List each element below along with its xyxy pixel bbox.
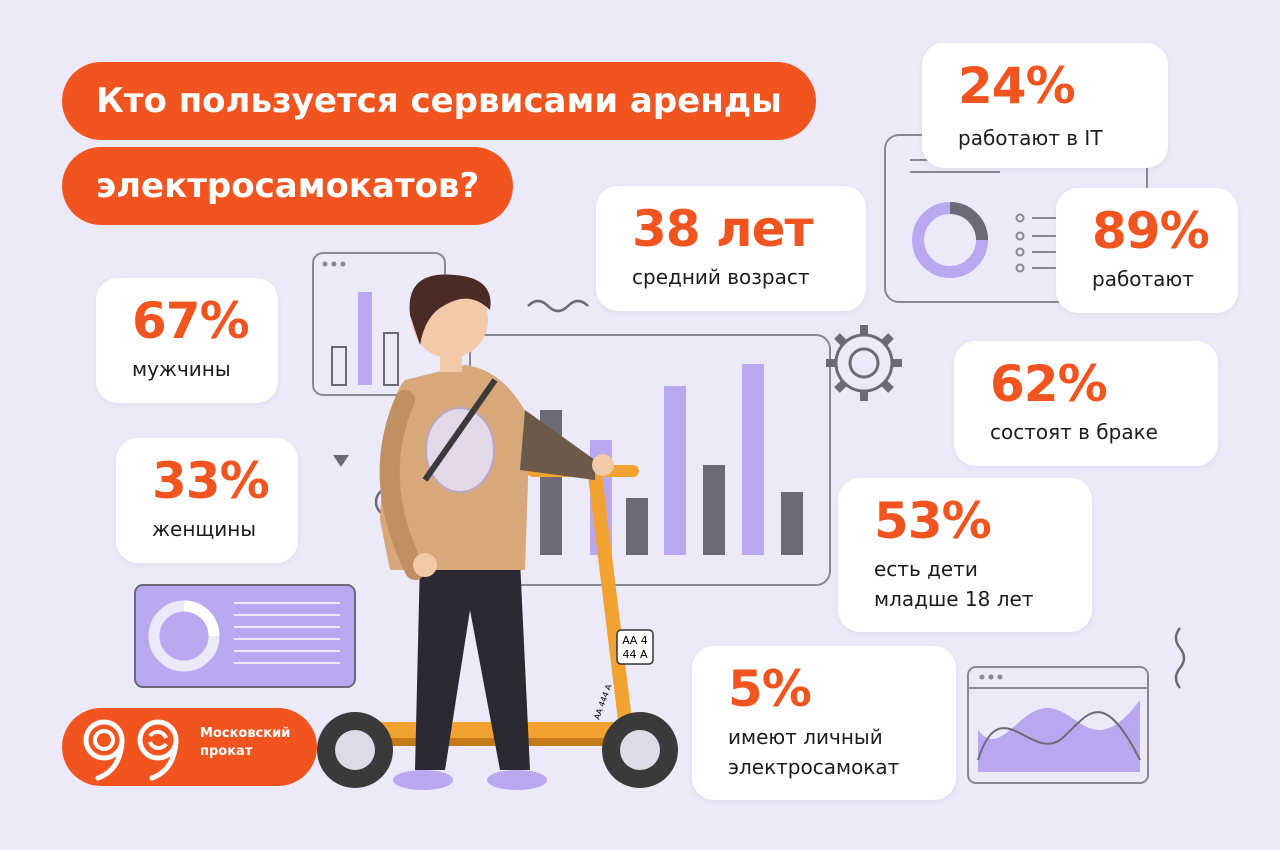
gear-icon [826,325,902,401]
stat-card-men: 67% мужчины [96,278,278,403]
logo-text-1: Московский [200,726,291,741]
area-chart-window [967,666,1149,784]
stat-card-age: 38 лет средний возраст [596,186,866,311]
stat-label-married: состоят в браке [990,420,1158,444]
person-with-scooter-illustration: АА 4 44 А АА 444 А [317,274,678,790]
plate-line-1: АА 4 [622,634,648,647]
stat-label-age: средний возраст [632,265,810,289]
plate-line-2: 44 А [622,648,647,661]
stat-label-children-1: есть дети [874,557,978,581]
stat-value-men: 67% [132,292,250,350]
logo-mark-icon [83,719,179,781]
title-line-2: электросамокатов? [62,147,514,225]
stat-value-married: 62% [990,355,1108,413]
stat-label-men: мужчины [132,357,231,381]
stat-card-children: 53% есть дети младше 18 лет [838,478,1092,632]
title-line-1: Кто пользуется сервисами аренды [62,62,816,140]
stat-label-employed: работают [1092,267,1194,291]
stat-label-own-scooter-1: имеют личный [728,725,883,749]
stat-card-own-scooter: 5% имеют личный электросамокат [692,646,956,800]
stat-value-employed: 89% [1092,202,1210,260]
stat-card-married: 62% состоят в браке [954,341,1218,466]
stat-value-age: 38 лет [632,200,813,258]
stat-value-children: 53% [874,492,992,550]
stat-value-own-scooter: 5% [728,660,812,718]
stat-card-employed: 89% работают [1056,188,1238,313]
logo-text-2: прокат [200,744,253,759]
stat-value-women: 33% [152,452,270,510]
stat-card-it: 24% работают в IT [922,43,1168,168]
stat-label-women: женщины [152,517,257,541]
stat-value-it: 24% [958,57,1076,115]
stat-label-own-scooter-2: электросамокат [728,755,900,779]
stat-label-children-2: младше 18 лет [874,587,1034,611]
stat-card-women: 33% женщины [116,438,298,563]
small-chart-window [312,252,446,396]
logo-badge: Московский прокат [62,708,317,786]
plate-side: АА 444 А [592,683,613,721]
stat-label-it: работают в IT [958,126,1103,150]
donut-panel [134,584,356,688]
